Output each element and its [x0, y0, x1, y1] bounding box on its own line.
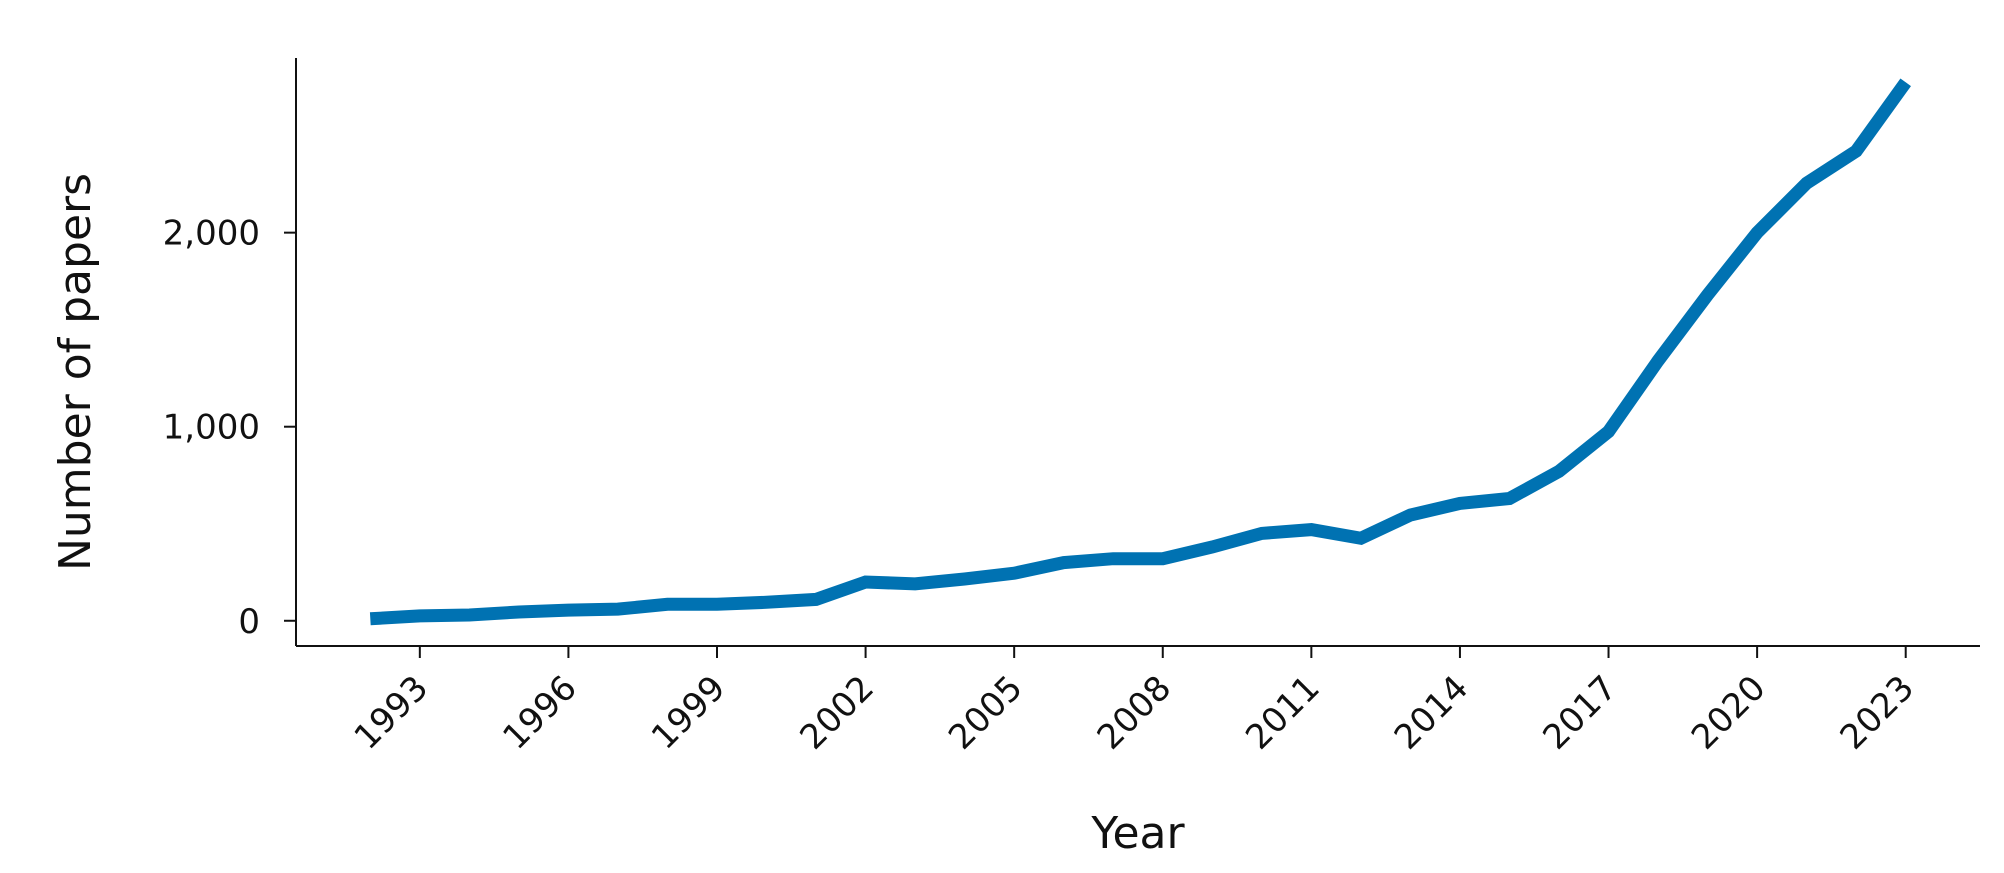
- x-tick-label: 1993: [347, 668, 436, 757]
- x-tick-label: 1996: [495, 668, 584, 757]
- x-tick-label: 1999: [644, 668, 733, 757]
- y-tick-label: 2,000: [163, 214, 260, 254]
- y-axis-ticks: 0 1,000 2,000: [163, 214, 296, 642]
- x-tick-label: 2020: [1684, 668, 1773, 757]
- x-tick-label: 2017: [1535, 668, 1624, 757]
- series-line: [369, 78, 1911, 626]
- x-axis-title: Year: [1090, 808, 1185, 859]
- x-tick-label: 2014: [1387, 668, 1476, 757]
- axes: [295, 58, 1980, 647]
- x-tick-label: 2002: [792, 668, 881, 757]
- x-tick-label: 2011: [1238, 668, 1327, 757]
- y-tick-label: 1,000: [163, 408, 260, 448]
- x-tick-label: 2008: [1090, 668, 1179, 757]
- x-tick-label: 2005: [941, 668, 1030, 757]
- x-tick-label: 2023: [1833, 668, 1922, 757]
- series-layer: [369, 78, 1911, 626]
- y-axis-title: Number of papers: [50, 173, 101, 571]
- x-axis-ticks: 1993 1996 1999 2002 2005 2008 2011 2014 2017 2020…: [347, 646, 1922, 758]
- y-tick-label: 0: [238, 602, 260, 642]
